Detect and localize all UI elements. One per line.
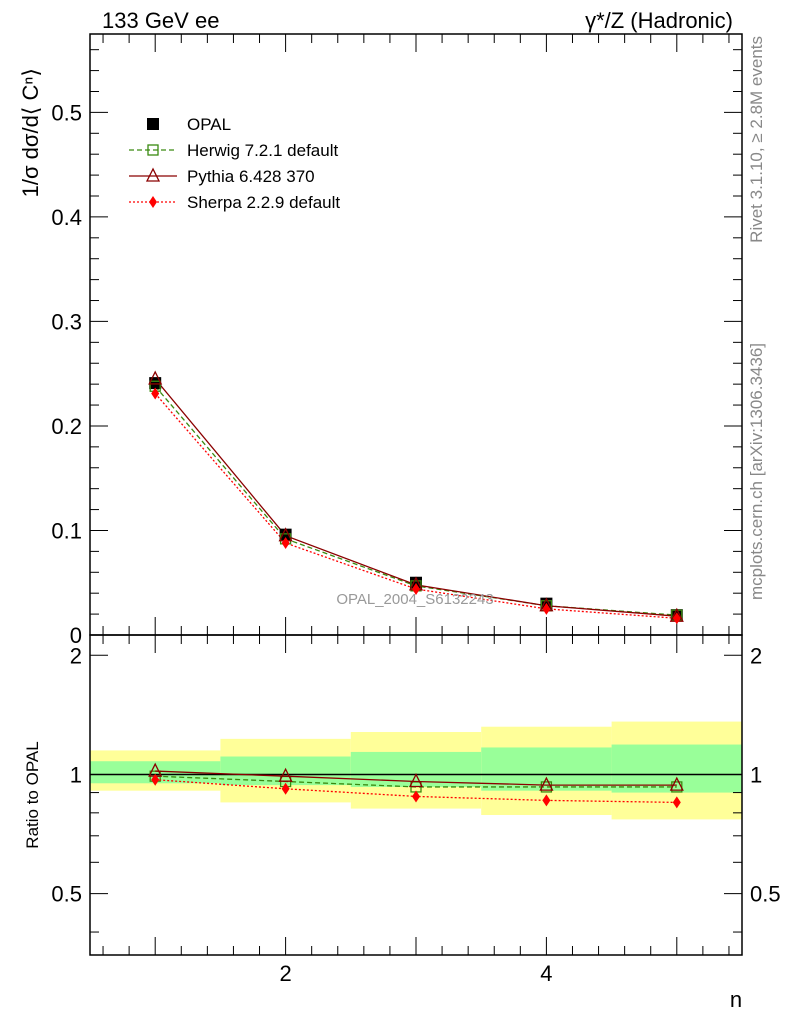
main-ytick-label: 0.3 <box>51 309 82 334</box>
legend-label-herwig: Herwig 7.2.1 default <box>187 141 338 160</box>
main-ytick-label: 0.5 <box>51 100 82 125</box>
legend-marker-data <box>147 118 159 130</box>
ratio-xtick-label: 2 <box>279 961 291 986</box>
ratio-band-inner-2 <box>220 756 351 786</box>
legend-label-sherpa: Sherpa 2.2.9 default <box>187 193 340 212</box>
ratio-point-pythia <box>669 776 684 791</box>
x-axis-label: n <box>730 987 742 1012</box>
ratio-point-sherpa <box>412 790 420 803</box>
main-point-sherpa <box>281 537 290 550</box>
legend-marker-herwig <box>147 144 159 156</box>
ratio-point-pythia <box>408 773 424 788</box>
ratio-point-pythia <box>539 776 554 791</box>
ratio-point-sherpa <box>151 773 160 786</box>
mcplots-label: mcplots.cern.ch [arXiv:1306.3436] <box>747 343 766 600</box>
main-point-data <box>410 576 422 589</box>
y-axis-label-ratio: Ratio to OPAL <box>23 741 42 848</box>
main-point-sherpa <box>151 387 160 400</box>
ratio-ytick-label: 0.5 <box>51 882 82 907</box>
legend-label-data: OPAL <box>187 115 231 134</box>
ratio-ytick-label-right: 1 <box>750 762 762 787</box>
title-left: 133 GeV ee <box>102 8 219 33</box>
ratio-point-sherpa <box>542 794 551 807</box>
ratio-ytick-label: 1 <box>70 762 82 787</box>
ratio-ytick-label: 2 <box>70 643 82 668</box>
main-ytick-label: 0.2 <box>51 414 82 439</box>
ratio-panel: 2 4 0.5 0.5 1 1 2 2 <box>51 634 781 986</box>
main-point-pythia <box>148 370 163 385</box>
main-point-sherpa <box>542 602 551 615</box>
legend-label-pythia: Pythia 6.428 370 <box>187 167 315 186</box>
main-ytick-label: 0 <box>70 623 82 648</box>
y-axis-label-main: 1/σ dσ/d⟨ Cⁿ⟩ <box>18 68 43 197</box>
main-ytick-label: 0.1 <box>51 518 82 543</box>
legend-marker-pythia <box>145 167 161 182</box>
legend-marker-sherpa <box>149 196 157 208</box>
ratio-line-pythia <box>155 770 677 786</box>
rivet-label: Rivet 3.1.10, ≥ 2.8M events <box>747 36 766 243</box>
title-right: γ*/Z (Hadronic) <box>585 8 733 33</box>
ratio-point-pythia <box>278 767 293 782</box>
ratio-ytick-label-right: 0.5 <box>750 882 781 907</box>
ratio-point-sherpa <box>281 782 290 795</box>
main-point-sherpa <box>412 583 420 596</box>
ratio-point-sherpa <box>672 796 681 809</box>
main-ytick-label: 0.4 <box>51 205 82 230</box>
main-point-data <box>149 377 162 390</box>
ratio-ytick-label-right: 2 <box>750 643 762 668</box>
watermark-label: OPAL_2004_S6132243 <box>336 591 493 608</box>
main-point-data <box>279 528 292 541</box>
main-point-sherpa <box>672 612 681 625</box>
legend: OPAL Herwig 7.2.1 default Pythia 6.428 370… <box>129 115 340 212</box>
ratio-line-herwig <box>155 775 677 788</box>
ratio-xtick-label: 4 <box>540 961 552 986</box>
